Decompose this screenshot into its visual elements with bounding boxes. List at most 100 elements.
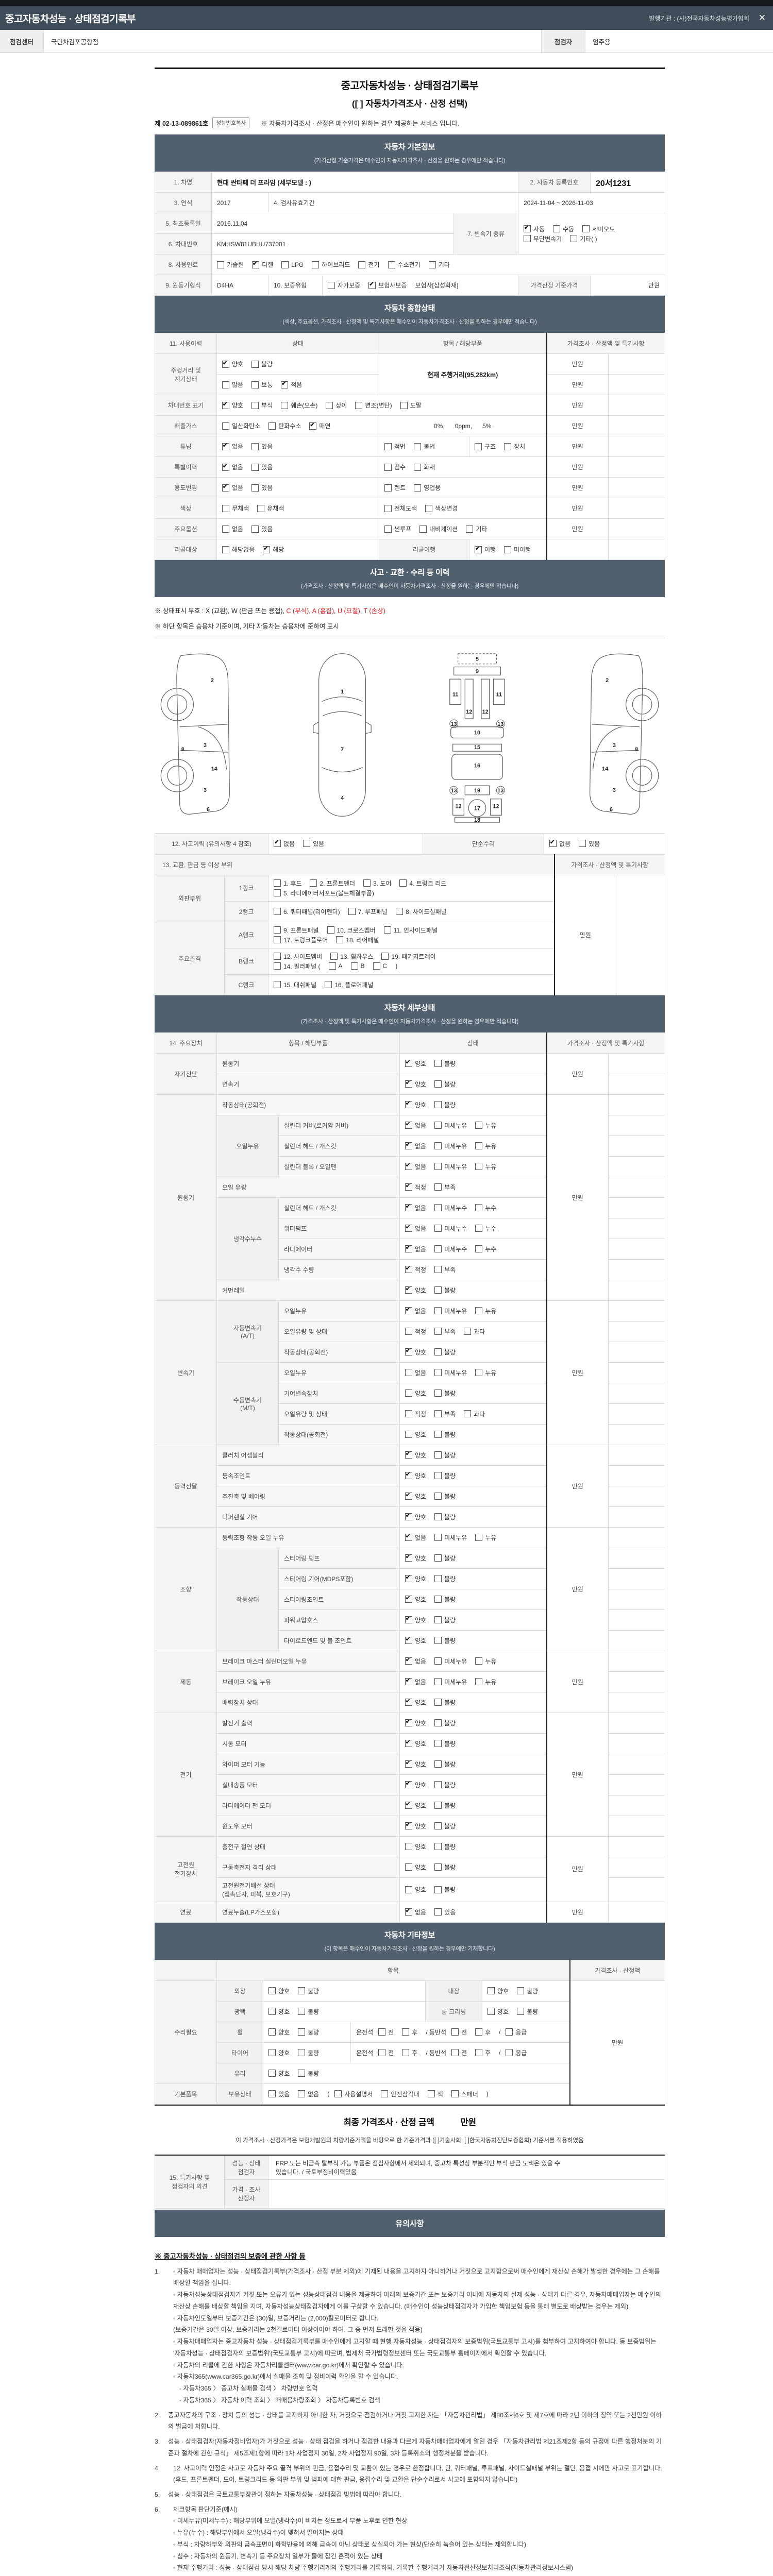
checkbox-box[interactable]: [336, 936, 344, 944]
checkbox-box[interactable]: [434, 1740, 442, 1748]
checkbox-box[interactable]: [381, 953, 389, 960]
checkbox-box[interactable]: [419, 525, 427, 533]
checkbox-누유[interactable]: 누유: [475, 1162, 496, 1171]
checkbox-box[interactable]: [251, 525, 259, 533]
checkbox-있음[interactable]: 있음: [251, 524, 273, 533]
checkbox-영업용[interactable]: 영업용: [414, 483, 441, 492]
checkbox-box[interactable]: [427, 2090, 435, 2098]
checkbox-전[interactable]: 전: [378, 2028, 394, 2037]
checkbox-많음[interactable]: 많음: [222, 380, 243, 389]
checkbox-box[interactable]: [405, 1059, 412, 1067]
checkbox-내비게이션[interactable]: 내비게이션: [419, 524, 458, 533]
checkbox-양호[interactable]: 양호: [405, 1718, 426, 1727]
checkbox-box[interactable]: [405, 1162, 412, 1171]
checkbox-부족[interactable]: 부족: [434, 1265, 456, 1274]
checkbox-양호[interactable]: 양호: [405, 1492, 426, 1501]
checkbox-양호[interactable]: 양호: [268, 2028, 290, 2037]
checkbox-box[interactable]: [434, 1328, 442, 1335]
checkbox-누유[interactable]: 누유: [475, 1121, 496, 1130]
checkbox-12. 사이드멤버[interactable]: 12. 사이드멤버: [274, 952, 322, 961]
checkbox-없음[interactable]: 없음: [405, 1121, 426, 1130]
checkbox-box[interactable]: [434, 1431, 442, 1438]
checkbox-box[interactable]: [434, 1781, 442, 1789]
checkbox-16. 플로어패널[interactable]: 16. 플로어패널: [325, 980, 373, 989]
checkbox-기타[interactable]: 기타: [428, 260, 450, 269]
checkbox-box[interactable]: [434, 1348, 442, 1356]
checkbox-2. 프론트펜더[interactable]: 2. 프론트펜더: [310, 879, 355, 888]
checkbox-box[interactable]: [434, 1225, 442, 1232]
checkbox-box[interactable]: [405, 1306, 412, 1315]
checkbox-없음[interactable]: 없음: [405, 1368, 426, 1377]
checkbox-box[interactable]: [268, 422, 276, 430]
checkbox-무단변속기[interactable]: 무단변속기: [524, 234, 562, 243]
checkbox-box[interactable]: [434, 1802, 442, 1809]
checkbox-box[interactable]: [434, 1699, 442, 1706]
checkbox-10. 크로스멤버[interactable]: 10. 크로스멤버: [327, 926, 376, 935]
checkbox-유채색[interactable]: 유채색: [257, 504, 284, 513]
checkbox-18. 리어패널[interactable]: 18. 리어패널: [336, 936, 379, 944]
checkbox-불량[interactable]: 불량: [434, 1100, 456, 1109]
checkbox-불량[interactable]: 불량: [434, 1451, 456, 1460]
checkbox-box[interactable]: [434, 1163, 442, 1171]
checkbox-box[interactable]: [222, 401, 229, 409]
checkbox-A[interactable]: A: [328, 962, 343, 970]
checkbox-box[interactable]: [298, 1987, 306, 1995]
checkbox-양호[interactable]: 양호: [405, 1801, 426, 1810]
checkbox-해당[interactable]: 해당: [263, 545, 284, 554]
checkbox-해당없음[interactable]: 해당없음: [222, 545, 255, 554]
checkbox-box[interactable]: [328, 962, 336, 970]
checkbox-양호[interactable]: 양호: [222, 401, 243, 410]
checkbox-box[interactable]: [222, 546, 229, 553]
checkbox-적정[interactable]: 적정: [405, 1327, 426, 1336]
checkbox-box[interactable]: [222, 442, 229, 450]
checkbox-box[interactable]: [434, 1575, 442, 1583]
checkbox-box[interactable]: [334, 2090, 342, 2098]
car-right-side-diagram[interactable]: 2 8 3 14 3 6: [556, 650, 669, 825]
checkbox-box[interactable]: [405, 1100, 412, 1109]
checkbox-box[interactable]: [434, 1080, 442, 1088]
checkbox-box[interactable]: [405, 1182, 412, 1191]
checkbox-5. 라디에이터서포트(볼트체결부품)[interactable]: 5. 라디에이터서포트(볼트체결부품): [274, 889, 374, 897]
checkbox-누유[interactable]: 누유: [475, 1657, 496, 1666]
checkbox-box[interactable]: [274, 981, 281, 989]
checkbox-불량[interactable]: 불량: [434, 1863, 456, 1872]
checkbox-box[interactable]: [303, 840, 311, 848]
checkbox-box[interactable]: [414, 484, 422, 492]
checkbox-전체도색[interactable]: 전체도색: [384, 504, 417, 513]
checkbox-box[interactable]: [384, 463, 392, 471]
checkbox-box[interactable]: [488, 1987, 495, 1995]
checkbox-box[interactable]: [373, 962, 380, 970]
checkbox-box[interactable]: [425, 504, 433, 512]
checkbox-불량[interactable]: 불량: [434, 1574, 456, 1583]
close-icon[interactable]: ✕: [758, 13, 766, 23]
checkbox-box[interactable]: [378, 2028, 386, 2036]
checkbox-box[interactable]: [475, 1534, 483, 1541]
checkbox-일산화탄소[interactable]: 일산화탄소: [222, 421, 260, 430]
checkbox-17. 트렁크플로어[interactable]: 17. 트렁크플로어: [274, 936, 328, 944]
checkbox-미세누수[interactable]: 미세누수: [434, 1204, 467, 1212]
checkbox-없음[interactable]: 없음: [298, 2090, 319, 2098]
checkbox-box[interactable]: [268, 2090, 276, 2098]
checkbox-미이행[interactable]: 미이행: [504, 545, 531, 554]
checkbox-없음[interactable]: 없음: [405, 1306, 426, 1315]
checkbox-box[interactable]: [434, 1101, 442, 1109]
checkbox-7. 루프패널[interactable]: 7. 루프패널: [348, 907, 388, 916]
checkbox-box[interactable]: [405, 1265, 412, 1274]
checkbox-box[interactable]: [326, 401, 333, 409]
checkbox-box[interactable]: [325, 981, 332, 989]
checkbox-불량[interactable]: 불량: [298, 2048, 319, 2057]
checkbox-box[interactable]: [274, 839, 281, 848]
checkbox-box[interactable]: [553, 225, 561, 232]
checkbox-B[interactable]: B: [350, 962, 365, 970]
checkbox-미세누유[interactable]: 미세누유: [434, 1533, 467, 1542]
checkbox-box[interactable]: [434, 1060, 442, 1067]
checkbox-box[interactable]: [405, 1863, 412, 1871]
checkbox-양호[interactable]: 양호: [488, 1987, 509, 1995]
checkbox-불량[interactable]: 불량: [434, 1698, 456, 1707]
checkbox-색상변경[interactable]: 색상변경: [425, 504, 458, 513]
checkbox-box[interactable]: [251, 401, 259, 409]
checkbox-있음[interactable]: 있음: [251, 442, 273, 451]
checkbox-box[interactable]: [368, 281, 376, 289]
checkbox-box[interactable]: [504, 443, 512, 450]
checkbox-불량[interactable]: 불량: [298, 2007, 319, 2016]
